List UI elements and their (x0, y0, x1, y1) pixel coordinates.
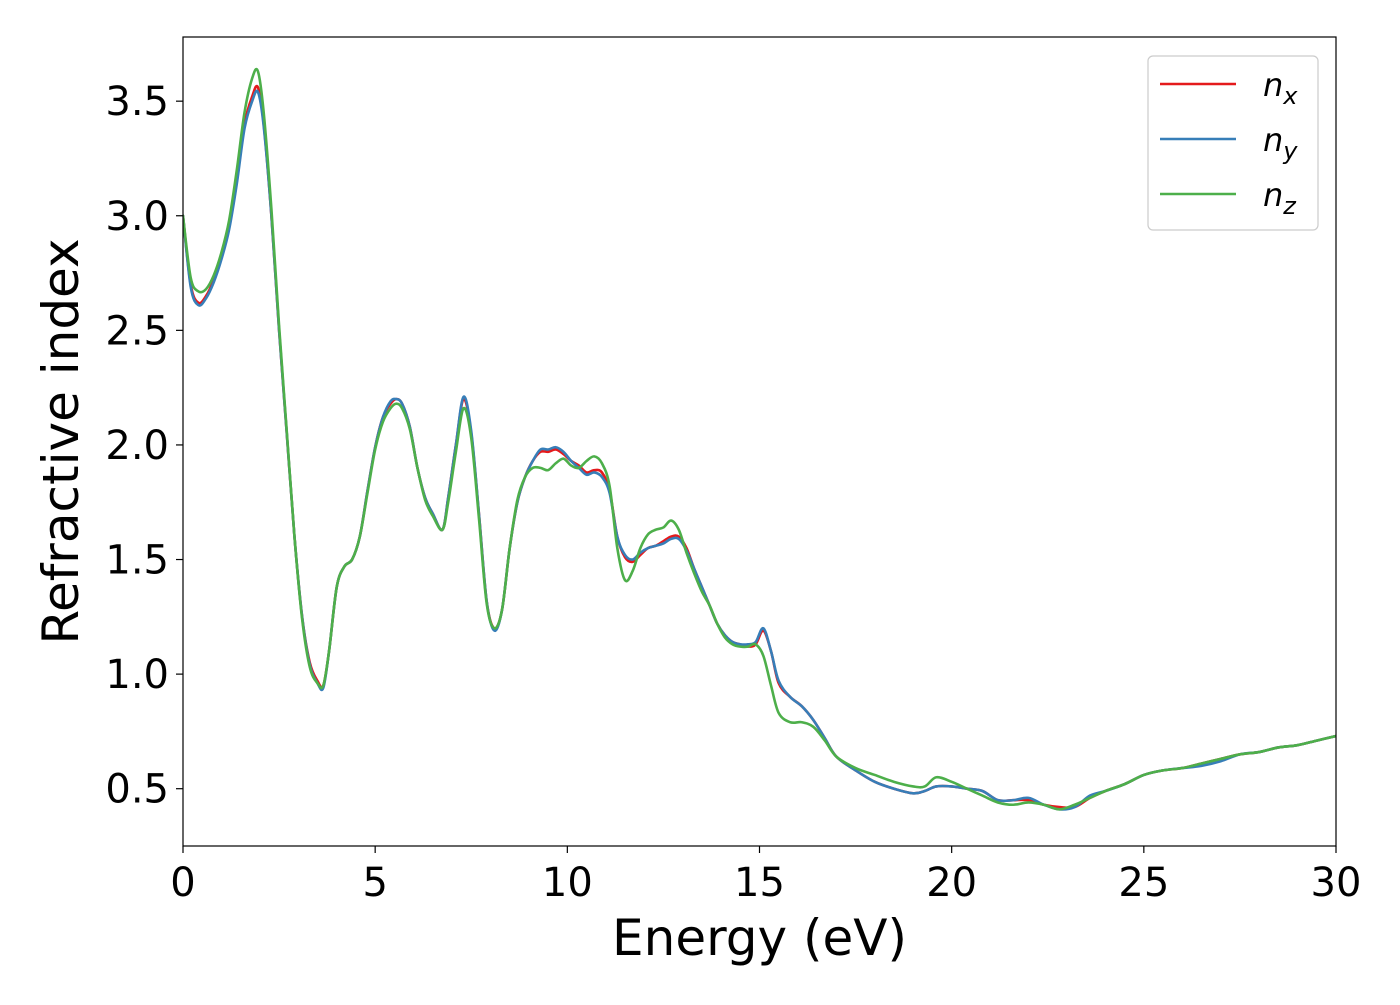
x-tick-label: 25 (1118, 860, 1169, 906)
series-line-z (183, 67, 1336, 811)
y-tick-label: 3.0 (105, 194, 169, 240)
legend-label-x: nx (1263, 66, 1298, 110)
y-tick-label: 1.5 (105, 538, 169, 584)
legend: nx ny nz (1147, 55, 1319, 231)
x-tick-label: 5 (362, 860, 387, 906)
x-axis-title: Energy (eV) (612, 909, 907, 967)
x-axis-ticks: 0 5 10 15 20 25 30 (170, 846, 1361, 906)
y-tick-label: 1.0 (105, 652, 169, 698)
y-tick-label: 3.5 (105, 79, 169, 125)
y-tick-label: 2.0 (105, 423, 169, 469)
legend-label-y: ny (1263, 121, 1298, 165)
x-tick-label: 10 (542, 860, 593, 906)
y-axis-ticks: 0.5 1.0 1.5 2.0 2.5 3.0 3.5 (105, 79, 183, 813)
legend-items: nx ny nz (1160, 66, 1298, 220)
x-tick-label: 20 (926, 860, 977, 906)
x-tick-label: 30 (1311, 860, 1362, 906)
y-axis-title: Refractive index (32, 238, 90, 644)
legend-box (1147, 55, 1319, 231)
lines-layer (183, 67, 1336, 811)
y-tick-label: 2.5 (105, 308, 169, 354)
x-tick-label: 0 (170, 860, 195, 906)
x-tick-label: 15 (734, 860, 785, 906)
y-tick-label: 0.5 (105, 767, 169, 813)
legend-label-z: nz (1263, 176, 1297, 220)
